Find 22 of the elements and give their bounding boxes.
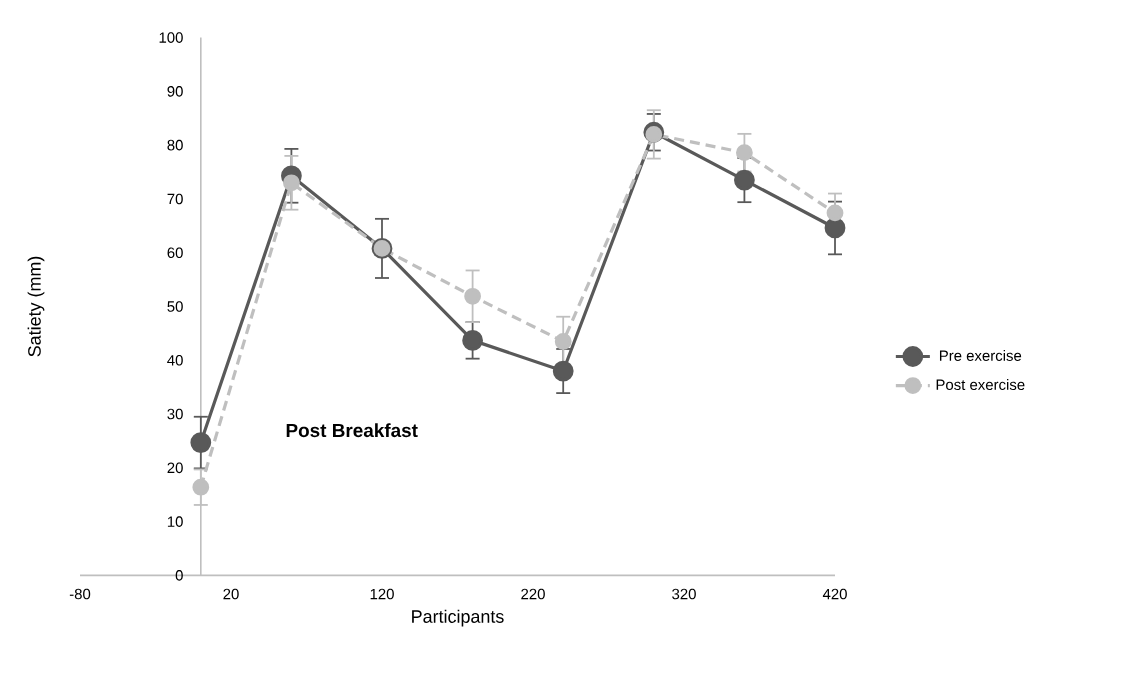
x-tick-label: 220 (521, 588, 545, 600)
x-tick-label: 420 (822, 588, 847, 600)
annotation: Post Breakfast (286, 423, 418, 438)
x-tick-label: 320 (672, 588, 696, 600)
legend-label: Pre exercise (939, 349, 1022, 361)
y-tick-label: 90 (167, 86, 183, 97)
x-tick-label: 20 (223, 588, 239, 600)
y-tick-label: 0 (175, 570, 183, 581)
y-tick-label: 20 (167, 462, 183, 474)
y-tick-label: 80 (167, 139, 183, 151)
y-tick-label: 60 (167, 247, 183, 259)
y-tick-label: 30 (167, 408, 183, 420)
y-tick-label: 100 (159, 32, 183, 43)
legend-label: Post exercise (936, 379, 1025, 390)
x-tick-label: -80 (69, 588, 91, 600)
y-tick-label: 10 (167, 516, 183, 527)
y-tick-label: 50 (167, 301, 183, 312)
x-tick-label: 120 (370, 588, 394, 600)
y-tick-label: 70 (167, 193, 183, 205)
y-tick-label: 40 (167, 354, 183, 366)
x-axis-title: Participants (412, 609, 504, 627)
y-axis-title: Satiety (mm) (27, 256, 45, 357)
